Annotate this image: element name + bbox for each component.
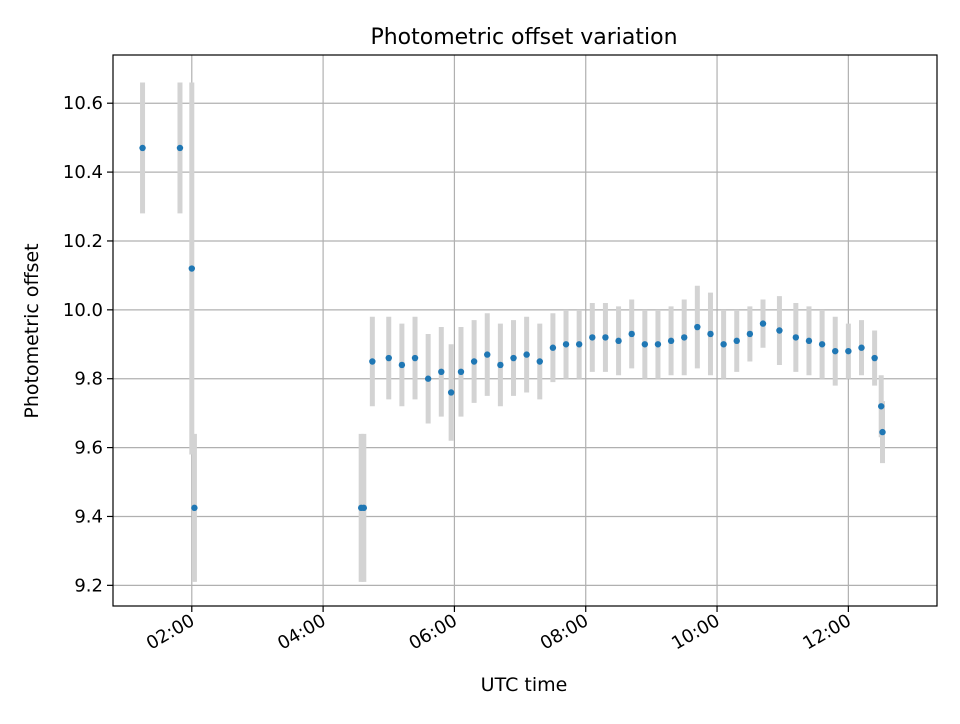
data-point: [188, 265, 195, 272]
data-point: [667, 337, 675, 345]
data-point: [858, 344, 865, 351]
data-point: [549, 344, 557, 351]
data-point: [792, 334, 800, 341]
error-bars: [140, 82, 886, 582]
y-tick-label: 10.6: [63, 93, 103, 114]
data-point: [589, 334, 596, 341]
data-point: [360, 504, 368, 512]
data-point: [641, 341, 649, 348]
data-point: [411, 354, 419, 362]
data-point: [776, 327, 783, 334]
data-point: [654, 341, 662, 348]
y-tick-label: 10.4: [63, 162, 103, 183]
data-point: [681, 334, 688, 341]
data-point: [398, 361, 406, 369]
data-point: [575, 341, 583, 348]
data-points: [139, 144, 886, 512]
data-point: [536, 358, 543, 365]
data-point: [694, 323, 701, 331]
data-point: [746, 330, 754, 338]
data-point: [805, 337, 813, 345]
y-axis-ticks: 9.2 9.4 9.6 9.8 10.0 10.2 10.4 10.6: [63, 93, 113, 596]
data-point: [845, 347, 852, 355]
data-point: [615, 337, 622, 345]
data-point: [602, 334, 609, 341]
data-point: [369, 358, 376, 365]
data-point: [497, 361, 504, 369]
data-point: [759, 320, 767, 327]
y-tick-label: 10.0: [63, 300, 103, 321]
data-point: [424, 375, 432, 382]
axes-frame: [112, 54, 938, 607]
data-point: [562, 341, 570, 348]
x-tick-label: 10:00: [668, 610, 723, 654]
data-point: [484, 351, 491, 358]
data-point: [470, 358, 478, 365]
y-tick-label: 9.6: [74, 438, 103, 459]
y-tick-label: 9.4: [74, 506, 103, 527]
x-axis-ticks: 02:00 04:00 06:00 08:00 10:00 12:00: [143, 606, 855, 654]
y-tick-label: 10.2: [63, 231, 103, 252]
x-tick-label: 04:00: [274, 610, 329, 654]
data-point: [385, 354, 392, 362]
data-point: [733, 337, 740, 345]
data-point: [877, 403, 885, 410]
chart-title: Photometric offset variation: [370, 25, 677, 50]
data-point: [523, 351, 530, 358]
data-point: [447, 389, 455, 396]
x-tick-label: 06:00: [405, 610, 460, 654]
data-point: [818, 341, 826, 348]
data-point: [139, 144, 146, 152]
y-axis-label: Photometric offset: [21, 243, 43, 418]
y-tick-label: 9.8: [74, 369, 103, 390]
data-point: [176, 144, 184, 152]
data-point: [832, 347, 839, 355]
x-tick-label: 12:00: [799, 610, 854, 654]
data-point: [191, 504, 198, 512]
x-axis-label: UTC time: [481, 674, 568, 696]
data-point: [628, 330, 635, 338]
y-tick-label: 9.2: [74, 575, 103, 596]
data-point: [879, 428, 886, 436]
data-point: [720, 341, 727, 348]
x-tick-label: 08:00: [537, 610, 592, 654]
data-point: [457, 368, 465, 376]
data-point: [438, 368, 445, 376]
x-tick-label: 02:00: [143, 610, 198, 654]
data-point: [707, 330, 714, 338]
data-point: [510, 354, 517, 362]
data-point: [871, 354, 878, 362]
